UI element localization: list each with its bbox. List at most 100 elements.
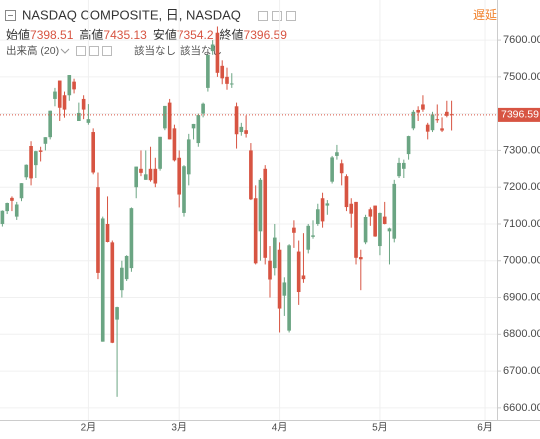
legend-value: 7398.51 — [30, 28, 74, 42]
settings-icon[interactable] — [258, 11, 268, 21]
candle-body — [416, 109, 420, 113]
last-price-label: 7396.59 — [501, 109, 539, 121]
candle-body — [177, 157, 182, 195]
candle-body — [421, 104, 425, 110]
candle-body — [148, 168, 153, 181]
legend-label: 高値 — [79, 27, 103, 42]
candle-body — [253, 198, 258, 264]
candle-body — [430, 114, 435, 131]
candle-body — [43, 137, 48, 144]
candle-body — [229, 83, 234, 85]
candle-body — [163, 105, 167, 129]
candle-body — [411, 111, 416, 129]
candle-body — [72, 81, 76, 90]
candle-body — [110, 242, 115, 343]
volume-close-icon[interactable] — [102, 46, 112, 56]
candle-body — [292, 227, 296, 233]
more-icon[interactable] — [286, 11, 296, 21]
candle-body — [435, 119, 440, 121]
x-tick-label: 4月 — [272, 422, 288, 434]
x-tick-label: 3月 — [171, 422, 187, 434]
candle-body — [387, 228, 392, 232]
candle-body — [263, 168, 268, 258]
candle-body — [325, 203, 330, 206]
x-tick-label: 2月 — [81, 422, 97, 434]
candle-body — [139, 168, 143, 173]
candle-body — [206, 54, 210, 88]
volume-eye-icon[interactable] — [76, 46, 86, 56]
candle-body — [172, 128, 177, 161]
candle-body — [0, 210, 5, 224]
candle-body — [38, 150, 43, 152]
candle-body — [320, 198, 325, 222]
candle-body — [382, 216, 387, 224]
candle-body — [57, 80, 62, 108]
candle-body — [5, 203, 9, 212]
candle-body — [215, 32, 220, 73]
candle-body — [186, 139, 191, 175]
candle-body — [315, 209, 320, 224]
candle-body — [397, 162, 401, 177]
candle-body — [306, 225, 311, 250]
collapse-button[interactable] — [5, 10, 16, 21]
volume-settings-icon[interactable] — [89, 46, 99, 56]
candle-body — [182, 166, 186, 213]
candle-body — [34, 151, 38, 166]
candle-body — [196, 115, 201, 144]
candle-body — [19, 183, 24, 199]
candle-body — [272, 237, 277, 269]
y-tick-label: 7500.00 — [503, 71, 540, 83]
candle-body — [129, 208, 134, 269]
candle-body — [220, 65, 225, 79]
candle-body — [167, 102, 172, 140]
candle-body — [24, 164, 29, 178]
candle-body — [134, 166, 139, 188]
legend-label: 終値 — [220, 27, 244, 42]
legend-value: 7354.2 — [177, 28, 214, 42]
chart-title: NASDAQ COMPOSITE, 日, NASDAQ — [22, 7, 241, 22]
candle-body — [91, 132, 96, 173]
candle-body — [86, 119, 91, 123]
indicator-note: 該当なし — [134, 44, 176, 57]
legend-label: 安値 — [153, 27, 177, 42]
candle-body — [258, 179, 263, 232]
candle-body — [344, 176, 349, 208]
x-tick-label: 5月 — [372, 422, 388, 434]
candle-body — [158, 136, 162, 169]
candle-body — [143, 174, 148, 180]
y-tick-label: 6600.00 — [503, 402, 540, 414]
candle-body — [10, 197, 14, 201]
candle-body — [330, 157, 334, 182]
candle-body — [77, 112, 81, 121]
candle-body — [449, 114, 454, 116]
y-tick-label: 7000.00 — [503, 255, 540, 267]
y-tick-label: 7600.00 — [503, 34, 540, 46]
hide-icon[interactable] — [272, 11, 282, 21]
candle-body — [14, 204, 19, 217]
candle-body — [100, 218, 105, 342]
candle-body — [349, 203, 354, 214]
candle-body — [239, 126, 244, 133]
y-tick-label: 6800.00 — [503, 328, 540, 340]
candle-body — [115, 307, 119, 320]
candle-body — [358, 257, 363, 260]
candle-body — [201, 103, 205, 114]
candle-body — [48, 110, 52, 138]
candle-body — [378, 212, 382, 247]
candle-body — [124, 255, 129, 280]
volume-dropdown[interactable] — [60, 48, 70, 54]
candle-body — [96, 187, 100, 273]
candle-body — [401, 162, 406, 169]
candle-body — [335, 152, 339, 156]
candle-body — [287, 245, 291, 331]
candle-body — [62, 95, 67, 110]
candle-body — [53, 91, 57, 99]
candle-body — [445, 111, 449, 116]
y-tick-label: 7200.00 — [503, 181, 540, 193]
candle-body — [425, 124, 430, 132]
candle-body — [105, 223, 110, 242]
candle-body — [354, 201, 358, 258]
y-tick-label: 7100.00 — [503, 218, 540, 230]
candle-body — [120, 267, 124, 291]
